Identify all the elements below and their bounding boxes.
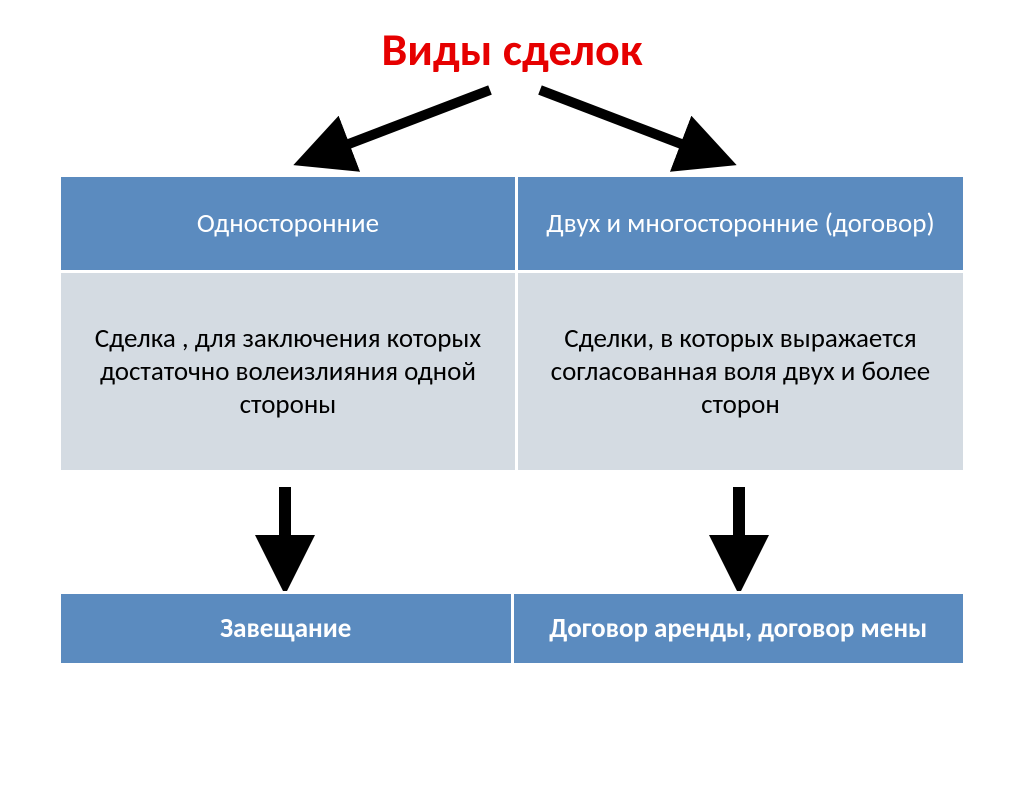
body-right: Сделки, в которых выражается согласованн… <box>516 272 964 472</box>
examples-row: Завещание Договор аренды, договор мены <box>58 591 966 666</box>
header-left: Односторонние <box>60 176 517 272</box>
comparison-table: Односторонние Двух и многосторонние (дог… <box>58 174 966 473</box>
arrow-bottom-right <box>58 481 966 591</box>
arrow-top-right <box>0 84 1024 174</box>
diagram-title: Виды сделок <box>0 22 1024 78</box>
header-right: Двух и многосторонние (договор) <box>516 176 964 272</box>
bottom-arrows-area <box>58 481 966 591</box>
body-left: Сделка , для заключения которых достаточ… <box>60 272 517 472</box>
example-left: Завещание <box>61 594 514 663</box>
example-right: Договор аренды, договор мены <box>514 594 964 663</box>
top-arrows-area <box>0 84 1024 174</box>
table-body-row: Сделка , для заключения которых достаточ… <box>60 272 965 472</box>
table-header-row: Односторонние Двух и многосторонние (дог… <box>60 176 965 272</box>
